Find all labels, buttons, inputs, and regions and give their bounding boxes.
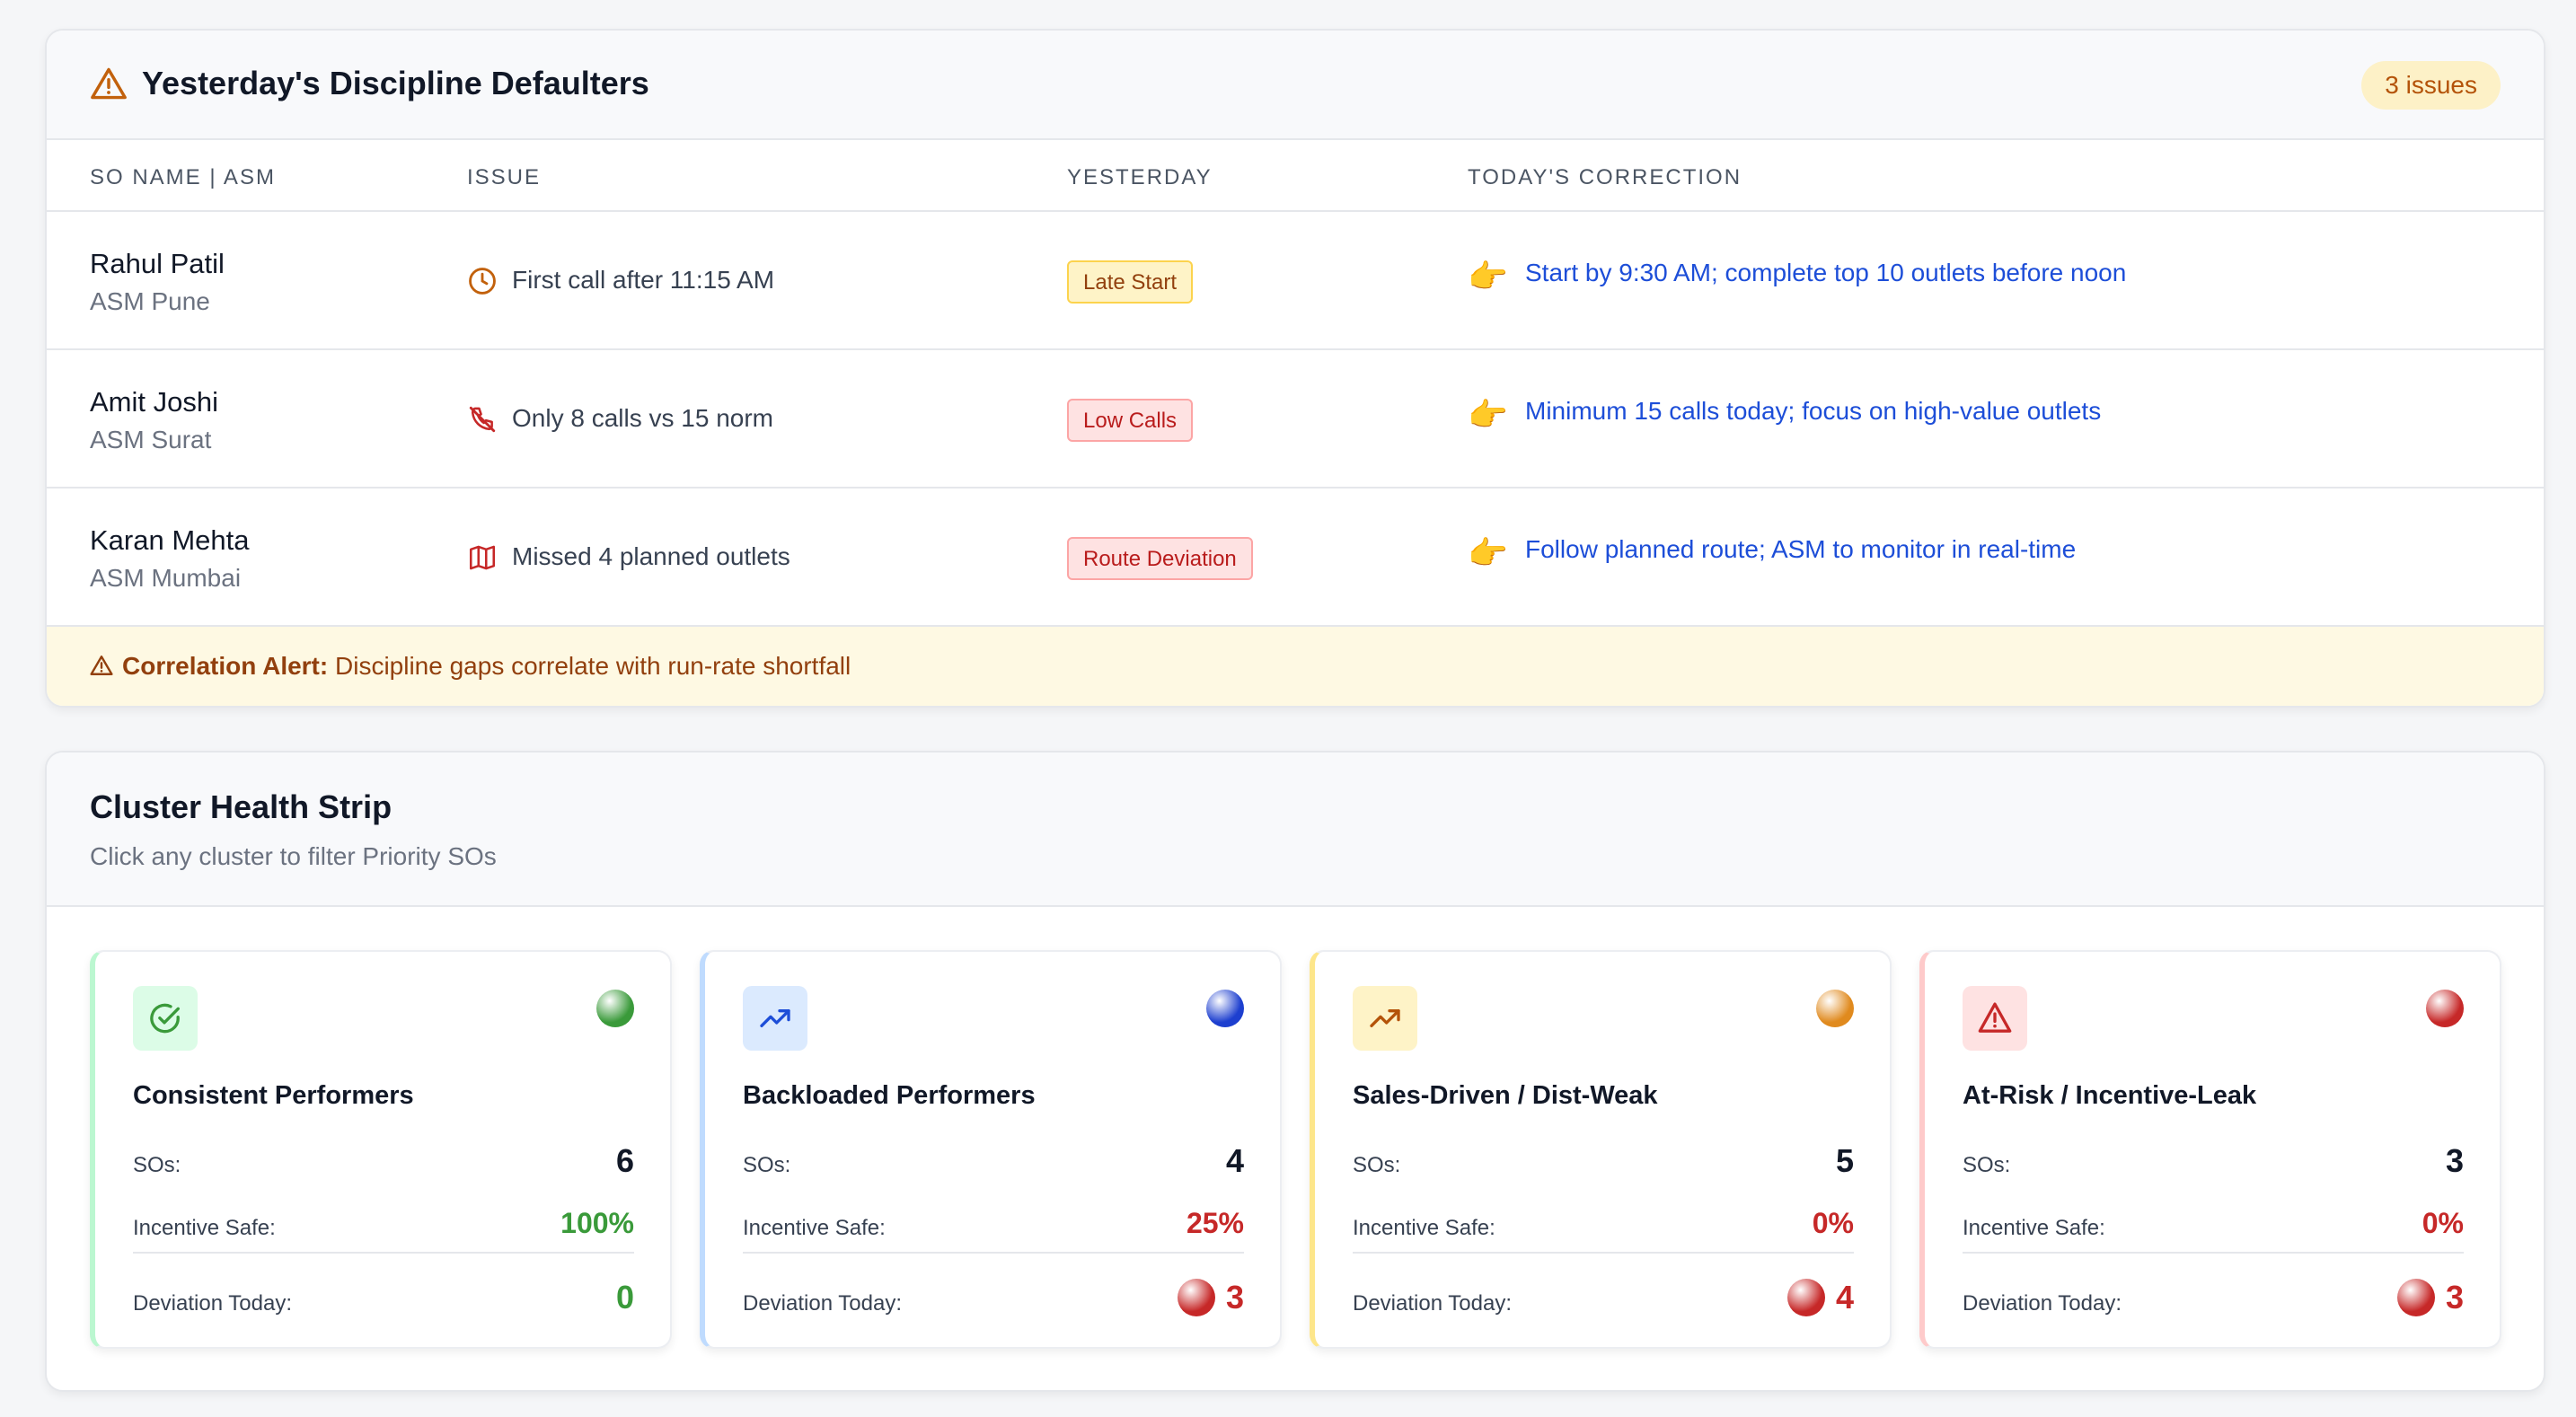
incentive-value: 0% — [2422, 1207, 2464, 1239]
sos-label: SOs: — [133, 1153, 181, 1177]
divider — [133, 1252, 634, 1254]
pointing-hand-icon: 👉 — [1468, 258, 1508, 295]
cluster-header: Cluster Health Strip Click any cluster t… — [47, 753, 2544, 907]
table-row[interactable]: Rahul Patil ASM Pune First call after 11… — [47, 212, 2544, 350]
trending-up-icon — [743, 986, 807, 1051]
cluster-tile-backloaded[interactable]: Backloaded Performers SOs: 4 Incentive S… — [700, 950, 1282, 1349]
col-correction: Today's Correction — [1468, 165, 1742, 189]
asm-name: ASM Pune — [90, 287, 210, 315]
divider — [1963, 1252, 2464, 1254]
incentive-value: 25% — [1186, 1207, 1244, 1239]
cluster-tile-sales-driven[interactable]: Sales-Driven / Dist-Weak SOs: 5 Incentiv… — [1310, 950, 1892, 1349]
cluster-health-card: Cluster Health Strip Click any cluster t… — [45, 751, 2545, 1392]
correction-text: Follow planned route; ASM to monitor in … — [1525, 535, 2077, 563]
correction-text: Minimum 15 calls today; focus on high-va… — [1525, 397, 2102, 425]
tile-name: At-Risk / Incentive-Leak — [1963, 1081, 2257, 1110]
deviation-value: 3 — [1177, 1279, 1244, 1316]
col-issue: Issue — [467, 165, 542, 189]
cluster-title: Cluster Health Strip — [90, 788, 393, 825]
alert-text: Discipline gaps correlate with run-rate … — [335, 652, 851, 680]
incentive-value: 100% — [560, 1207, 634, 1239]
clock-icon — [469, 268, 496, 295]
correction-text: Start by 9:30 AM; complete top 10 outlet… — [1525, 259, 2127, 286]
defaulters-header: Yesterday's Discipline Defaulters 3 issu… — [47, 31, 2544, 140]
issue-text: Only 8 calls vs 15 norm — [512, 404, 773, 432]
incentive-label: Incentive Safe: — [1353, 1216, 1495, 1240]
asm-name: ASM Mumbai — [90, 564, 242, 592]
so-name: Amit Joshi — [90, 386, 218, 418]
correlation-alert: Correlation Alert: Discipline gaps corre… — [47, 627, 2544, 706]
status-dot — [2426, 990, 2464, 1027]
issue-tag: Late Start — [1067, 260, 1194, 304]
red-dot-icon — [1177, 1279, 1215, 1316]
table-row[interactable]: Amit Joshi ASM Surat Only 8 calls vs 15 … — [47, 350, 2544, 488]
incentive-label: Incentive Safe: — [133, 1216, 276, 1240]
warning-icon — [91, 67, 127, 100]
red-dot-icon — [2396, 1279, 2435, 1316]
sos-label: SOs: — [743, 1153, 791, 1177]
alert-label: Correlation Alert: — [122, 652, 329, 680]
col-yesterday: Yesterday — [1067, 165, 1213, 189]
alert-triangle-icon — [1963, 986, 2027, 1051]
so-name: Rahul Patil — [90, 248, 225, 279]
deviation-label: Deviation Today: — [1963, 1291, 2122, 1316]
issues-count-badge: 3 issues — [2361, 61, 2501, 110]
tile-name: Consistent Performers — [133, 1081, 414, 1110]
deviation-value: 3 — [2396, 1279, 2464, 1316]
table-header: SO Name | ASM Issue Yesterday Today's Co… — [47, 140, 2544, 212]
cluster-tile-at-risk[interactable]: At-Risk / Incentive-Leak SOs: 3 Incentiv… — [1919, 950, 2501, 1349]
issue-tag: Low Calls — [1067, 399, 1194, 442]
status-dot — [1206, 990, 1244, 1027]
incentive-label: Incentive Safe: — [1963, 1216, 2105, 1240]
red-dot-icon — [1786, 1279, 1825, 1316]
divider — [743, 1252, 1244, 1254]
deviation-label: Deviation Today: — [133, 1291, 292, 1316]
warning-icon — [90, 656, 113, 675]
cluster-subtitle: Click any cluster to filter Priority SOs — [90, 842, 497, 870]
issue-text: First call after 11:15 AM — [512, 266, 775, 294]
asm-name: ASM Surat — [90, 426, 212, 453]
deviation-value: 4 — [1786, 1279, 1854, 1316]
issue-text: Missed 4 planned outlets — [512, 542, 790, 570]
sos-value: 3 — [2445, 1142, 2464, 1179]
defaulters-card: Yesterday's Discipline Defaulters 3 issu… — [45, 29, 2545, 708]
divider — [1353, 1252, 1854, 1254]
cluster-tile-consistent[interactable]: Consistent Performers SOs: 6 Incentive S… — [90, 950, 672, 1349]
sos-value: 4 — [1225, 1142, 1244, 1179]
map-icon — [469, 545, 496, 570]
deviation-value: 0 — [615, 1279, 634, 1316]
check-circle-icon — [133, 986, 198, 1051]
table-row[interactable]: Karan Mehta ASM Mumbai Missed 4 planned … — [47, 488, 2544, 627]
issue-tag: Route Deviation — [1067, 537, 1253, 580]
phone-off-icon — [469, 406, 496, 433]
deviation-label: Deviation Today: — [743, 1291, 902, 1316]
sos-value: 5 — [1835, 1142, 1854, 1179]
sos-value: 6 — [615, 1142, 634, 1179]
sos-label: SOs: — [1963, 1153, 2011, 1177]
so-name: Karan Mehta — [90, 524, 250, 556]
trending-up-icon — [1353, 986, 1417, 1051]
pointing-hand-icon: 👉 — [1468, 534, 1508, 571]
pointing-hand-icon: 👉 — [1468, 396, 1508, 433]
sos-label: SOs: — [1353, 1153, 1401, 1177]
deviation-label: Deviation Today: — [1353, 1291, 1512, 1316]
tile-name: Backloaded Performers — [743, 1081, 1036, 1110]
status-dot — [596, 990, 634, 1027]
defaulters-title: Yesterday's Discipline Defaulters — [142, 65, 649, 101]
col-so-name: SO Name | ASM — [90, 165, 276, 189]
incentive-value: 0% — [1812, 1207, 1854, 1239]
status-dot — [1816, 990, 1854, 1027]
incentive-label: Incentive Safe: — [743, 1216, 886, 1240]
tile-name: Sales-Driven / Dist-Weak — [1353, 1081, 1658, 1110]
